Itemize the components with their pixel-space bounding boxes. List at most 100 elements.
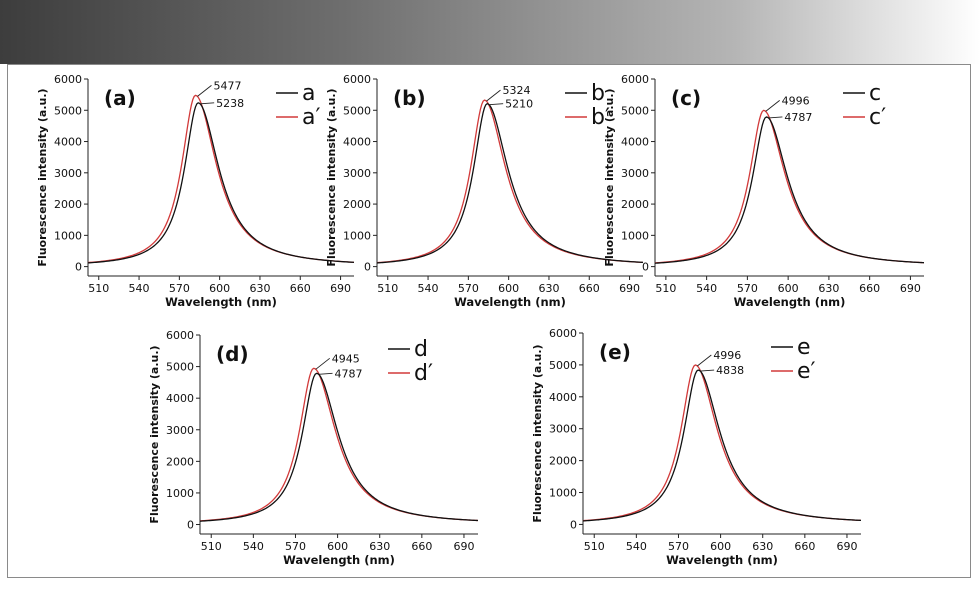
x-tick-label: 600 xyxy=(327,540,348,553)
y-tick-label: 5000 xyxy=(343,104,371,117)
series-line-prime xyxy=(654,109,925,264)
peak-annotation: 4838 xyxy=(716,364,744,377)
x-axis-label: Wavelength (nm) xyxy=(734,295,846,309)
x-tick-label: 540 xyxy=(418,282,439,295)
x-tick-label: 690 xyxy=(836,540,857,553)
x-tick-label: 660 xyxy=(411,540,432,553)
y-axis-label: Fluorescence intensity (a.u.) xyxy=(325,88,338,266)
series-line-base xyxy=(582,369,862,522)
x-tick-label: 660 xyxy=(290,282,311,295)
x-tick-label: 540 xyxy=(243,540,264,553)
annotation-leader xyxy=(700,369,715,372)
y-tick-label: 0 xyxy=(187,519,194,532)
x-tick-label: 570 xyxy=(285,540,306,553)
y-tick-label: 6000 xyxy=(621,73,649,86)
annotation-leader xyxy=(315,357,331,370)
peak-annotation: 4945 xyxy=(332,352,360,365)
peak-annotation: 5210 xyxy=(505,98,533,111)
legend-label: a xyxy=(302,81,315,106)
x-tick-label: 600 xyxy=(498,282,519,295)
x-tick-label: 570 xyxy=(668,540,689,553)
x-axis-label: Wavelength (nm) xyxy=(666,553,778,567)
peak-annotation: 5238 xyxy=(216,97,244,110)
y-tick-label: 1000 xyxy=(54,229,82,242)
series-line-base xyxy=(199,372,479,522)
x-tick-label: 540 xyxy=(626,540,647,553)
peak-annotation: 5324 xyxy=(502,84,530,97)
panel-label: (a) xyxy=(104,86,136,110)
series-line-base xyxy=(87,102,355,264)
panel-label: (c) xyxy=(671,86,701,110)
chart-panel-d: 0 1000 2000 3000 4000 5000 6000 510 540 570 600 630… xyxy=(148,329,479,567)
y-tick-label: 0 xyxy=(364,261,371,274)
x-tick-label: 630 xyxy=(369,540,390,553)
series-line-prime xyxy=(582,364,862,522)
y-tick-label: 6000 xyxy=(343,73,371,86)
x-tick-label: 510 xyxy=(377,282,398,295)
x-tick-label: 690 xyxy=(900,282,921,295)
peak-annotation: 4787 xyxy=(784,111,812,124)
figure-frame xyxy=(7,64,971,578)
panel-label: (b) xyxy=(393,86,426,110)
y-tick-label: 0 xyxy=(642,261,649,274)
y-tick-label: 1000 xyxy=(166,487,194,500)
y-tick-label: 6000 xyxy=(166,329,194,342)
y-tick-label: 6000 xyxy=(54,73,82,86)
x-tick-label: 510 xyxy=(201,540,222,553)
x-tick-label: 540 xyxy=(696,282,717,295)
chart-panel-a: 0 1000 2000 3000 4000 5000 6000 510 540 570 600 630… xyxy=(36,73,355,309)
y-tick-label: 3000 xyxy=(621,167,649,180)
y-tick-label: 1000 xyxy=(343,229,371,242)
x-tick-label: 600 xyxy=(710,540,731,553)
y-tick-label: 4000 xyxy=(54,136,82,149)
y-tick-label: 2000 xyxy=(54,198,82,211)
x-axis-label: Wavelength (nm) xyxy=(283,553,395,567)
y-axis-label: Fluorescence intensity (a.u.) xyxy=(603,88,616,266)
x-tick-label: 570 xyxy=(737,282,758,295)
y-tick-label: 1000 xyxy=(549,487,577,500)
series-line-base xyxy=(654,116,925,264)
x-tick-label: 540 xyxy=(129,282,150,295)
y-axis-label: Fluorescence intensity (a.u.) xyxy=(36,88,49,266)
y-tick-label: 1000 xyxy=(621,229,649,242)
x-tick-label: 660 xyxy=(579,282,600,295)
x-axis-label: Wavelength (nm) xyxy=(165,295,277,309)
series-line-prime xyxy=(199,367,479,522)
x-tick-label: 600 xyxy=(778,282,799,295)
annotation-leader xyxy=(318,372,333,375)
annotation-leader xyxy=(489,103,504,106)
y-tick-label: 4000 xyxy=(343,136,371,149)
annotation-leader xyxy=(200,102,215,105)
peak-annotation: 5477 xyxy=(213,79,241,92)
chart-panel-e: 0 1000 2000 3000 4000 5000 6000 510 540 570 600 630… xyxy=(531,327,862,567)
y-tick-label: 3000 xyxy=(54,167,82,180)
legend-label: b′ xyxy=(591,105,610,130)
x-tick-label: 690 xyxy=(453,540,474,553)
y-tick-label: 4000 xyxy=(166,392,194,405)
series-line-base xyxy=(376,102,644,264)
x-tick-label: 630 xyxy=(538,282,559,295)
x-tick-label: 660 xyxy=(859,282,880,295)
legend-label: e xyxy=(797,335,811,360)
y-tick-label: 4000 xyxy=(621,136,649,149)
legend-label: c′ xyxy=(869,105,886,130)
peak-annotation: 4996 xyxy=(713,349,741,362)
y-tick-label: 0 xyxy=(75,261,82,274)
y-tick-label: 4000 xyxy=(549,391,577,404)
peak-annotation: 4996 xyxy=(782,94,810,107)
y-axis-label: Fluorescence intensity (a.u.) xyxy=(531,344,544,522)
chart-panel-b: 0 1000 2000 3000 4000 5000 6000 510 540 570 600 630… xyxy=(325,73,644,309)
x-tick-label: 510 xyxy=(655,282,676,295)
annotation-leader xyxy=(768,116,783,119)
annotation-leader xyxy=(486,89,501,102)
legend-label: a′ xyxy=(302,105,320,130)
x-tick-label: 600 xyxy=(209,282,230,295)
peak-annotation: 4787 xyxy=(335,367,363,380)
legend-label: b xyxy=(591,81,605,106)
legend-label: e′ xyxy=(797,359,816,384)
panel-label: (e) xyxy=(599,340,631,364)
legend-label: d xyxy=(414,337,428,362)
x-tick-label: 690 xyxy=(330,282,351,295)
x-tick-label: 570 xyxy=(169,282,190,295)
